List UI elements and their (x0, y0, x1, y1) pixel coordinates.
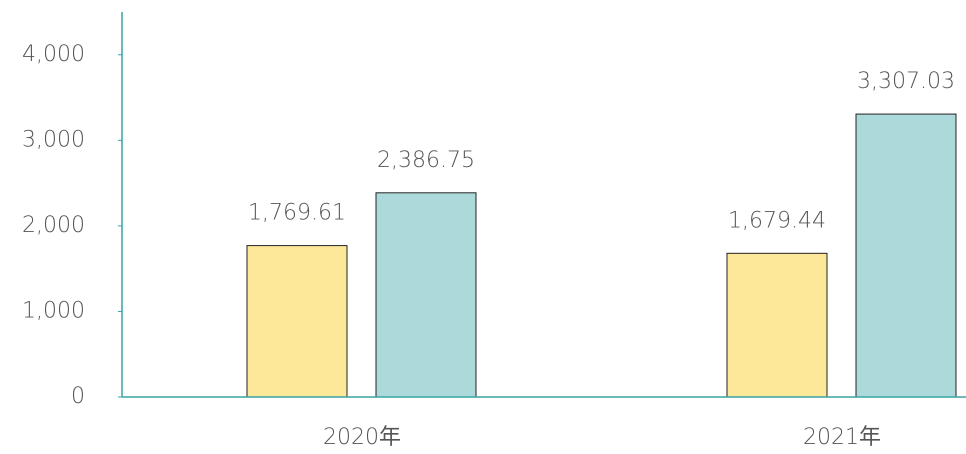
bar (246, 245, 348, 398)
value-label: 1,679.44 (728, 208, 826, 233)
value-label: 2,386.75 (377, 148, 475, 173)
bar (855, 113, 957, 398)
y-tick-label: 3,000 (22, 127, 85, 152)
bar (375, 192, 477, 398)
value-label: 1,769.61 (248, 201, 346, 226)
y-tick-label: 1,000 (22, 298, 85, 323)
x-tick-label: 2021年 (803, 425, 881, 450)
y-tick-label: 2,000 (22, 213, 85, 238)
value-label: 3,307.03 (857, 69, 955, 94)
x-tick-label: 2020年 (323, 425, 401, 450)
y-tick-label: 4,000 (22, 42, 85, 67)
bar (726, 252, 828, 398)
y-tick-label: 0 (71, 384, 85, 409)
